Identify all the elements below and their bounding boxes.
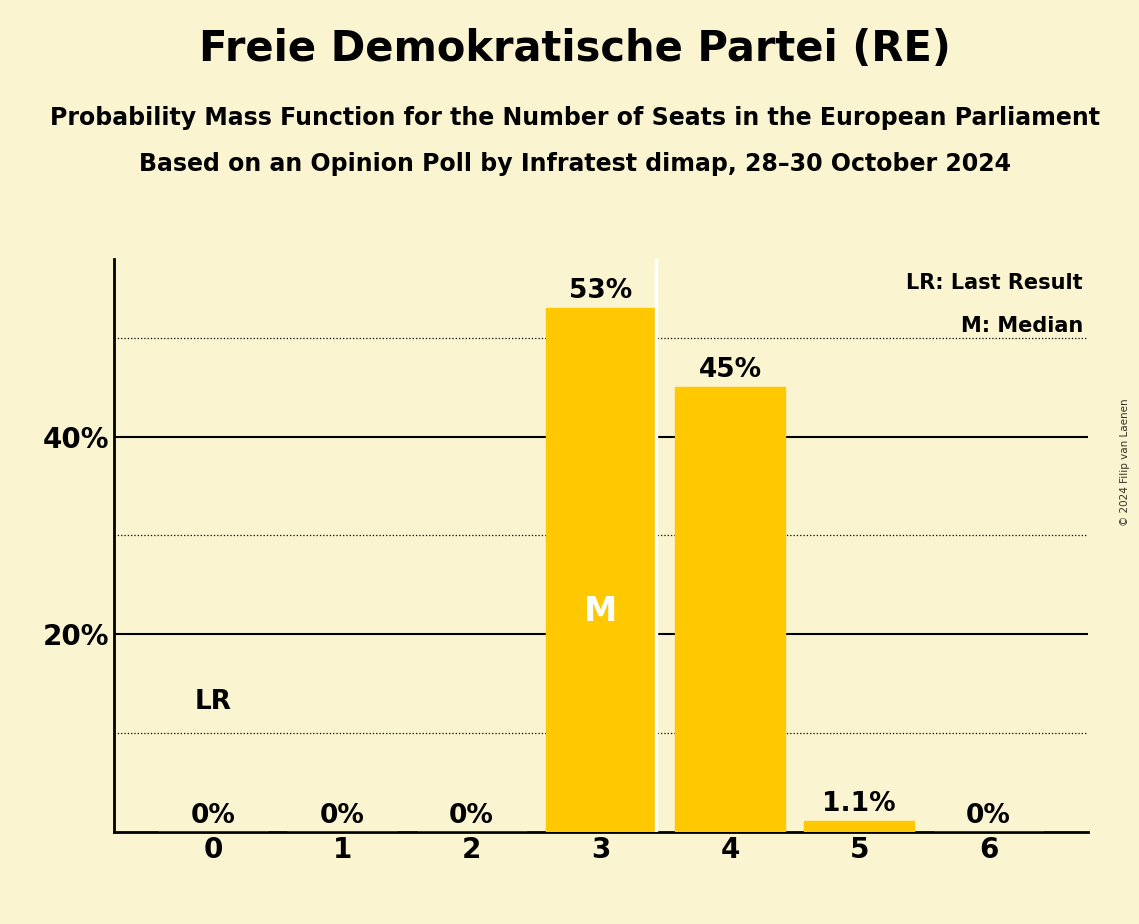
Text: M: M <box>584 595 617 628</box>
Text: 0%: 0% <box>190 803 236 829</box>
Text: 0%: 0% <box>966 803 1011 829</box>
Text: Based on an Opinion Poll by Infratest dimap, 28–30 October 2024: Based on an Opinion Poll by Infratest di… <box>139 152 1011 176</box>
Bar <box>546 308 656 832</box>
Text: LR: LR <box>195 689 231 715</box>
Bar <box>804 821 915 832</box>
Text: © 2024 Filip van Laenen: © 2024 Filip van Laenen <box>1121 398 1130 526</box>
Text: Probability Mass Function for the Number of Seats in the European Parliament: Probability Mass Function for the Number… <box>50 106 1100 130</box>
Text: 45%: 45% <box>698 358 762 383</box>
Text: 0%: 0% <box>320 803 364 829</box>
Text: 53%: 53% <box>570 278 632 304</box>
Text: 0%: 0% <box>449 803 494 829</box>
Bar <box>675 387 785 832</box>
Text: 1.1%: 1.1% <box>822 791 896 817</box>
Text: M: Median: M: Median <box>960 316 1083 336</box>
Text: LR: Last Result: LR: Last Result <box>907 274 1083 293</box>
Text: Freie Demokratische Partei (RE): Freie Demokratische Partei (RE) <box>199 28 951 69</box>
